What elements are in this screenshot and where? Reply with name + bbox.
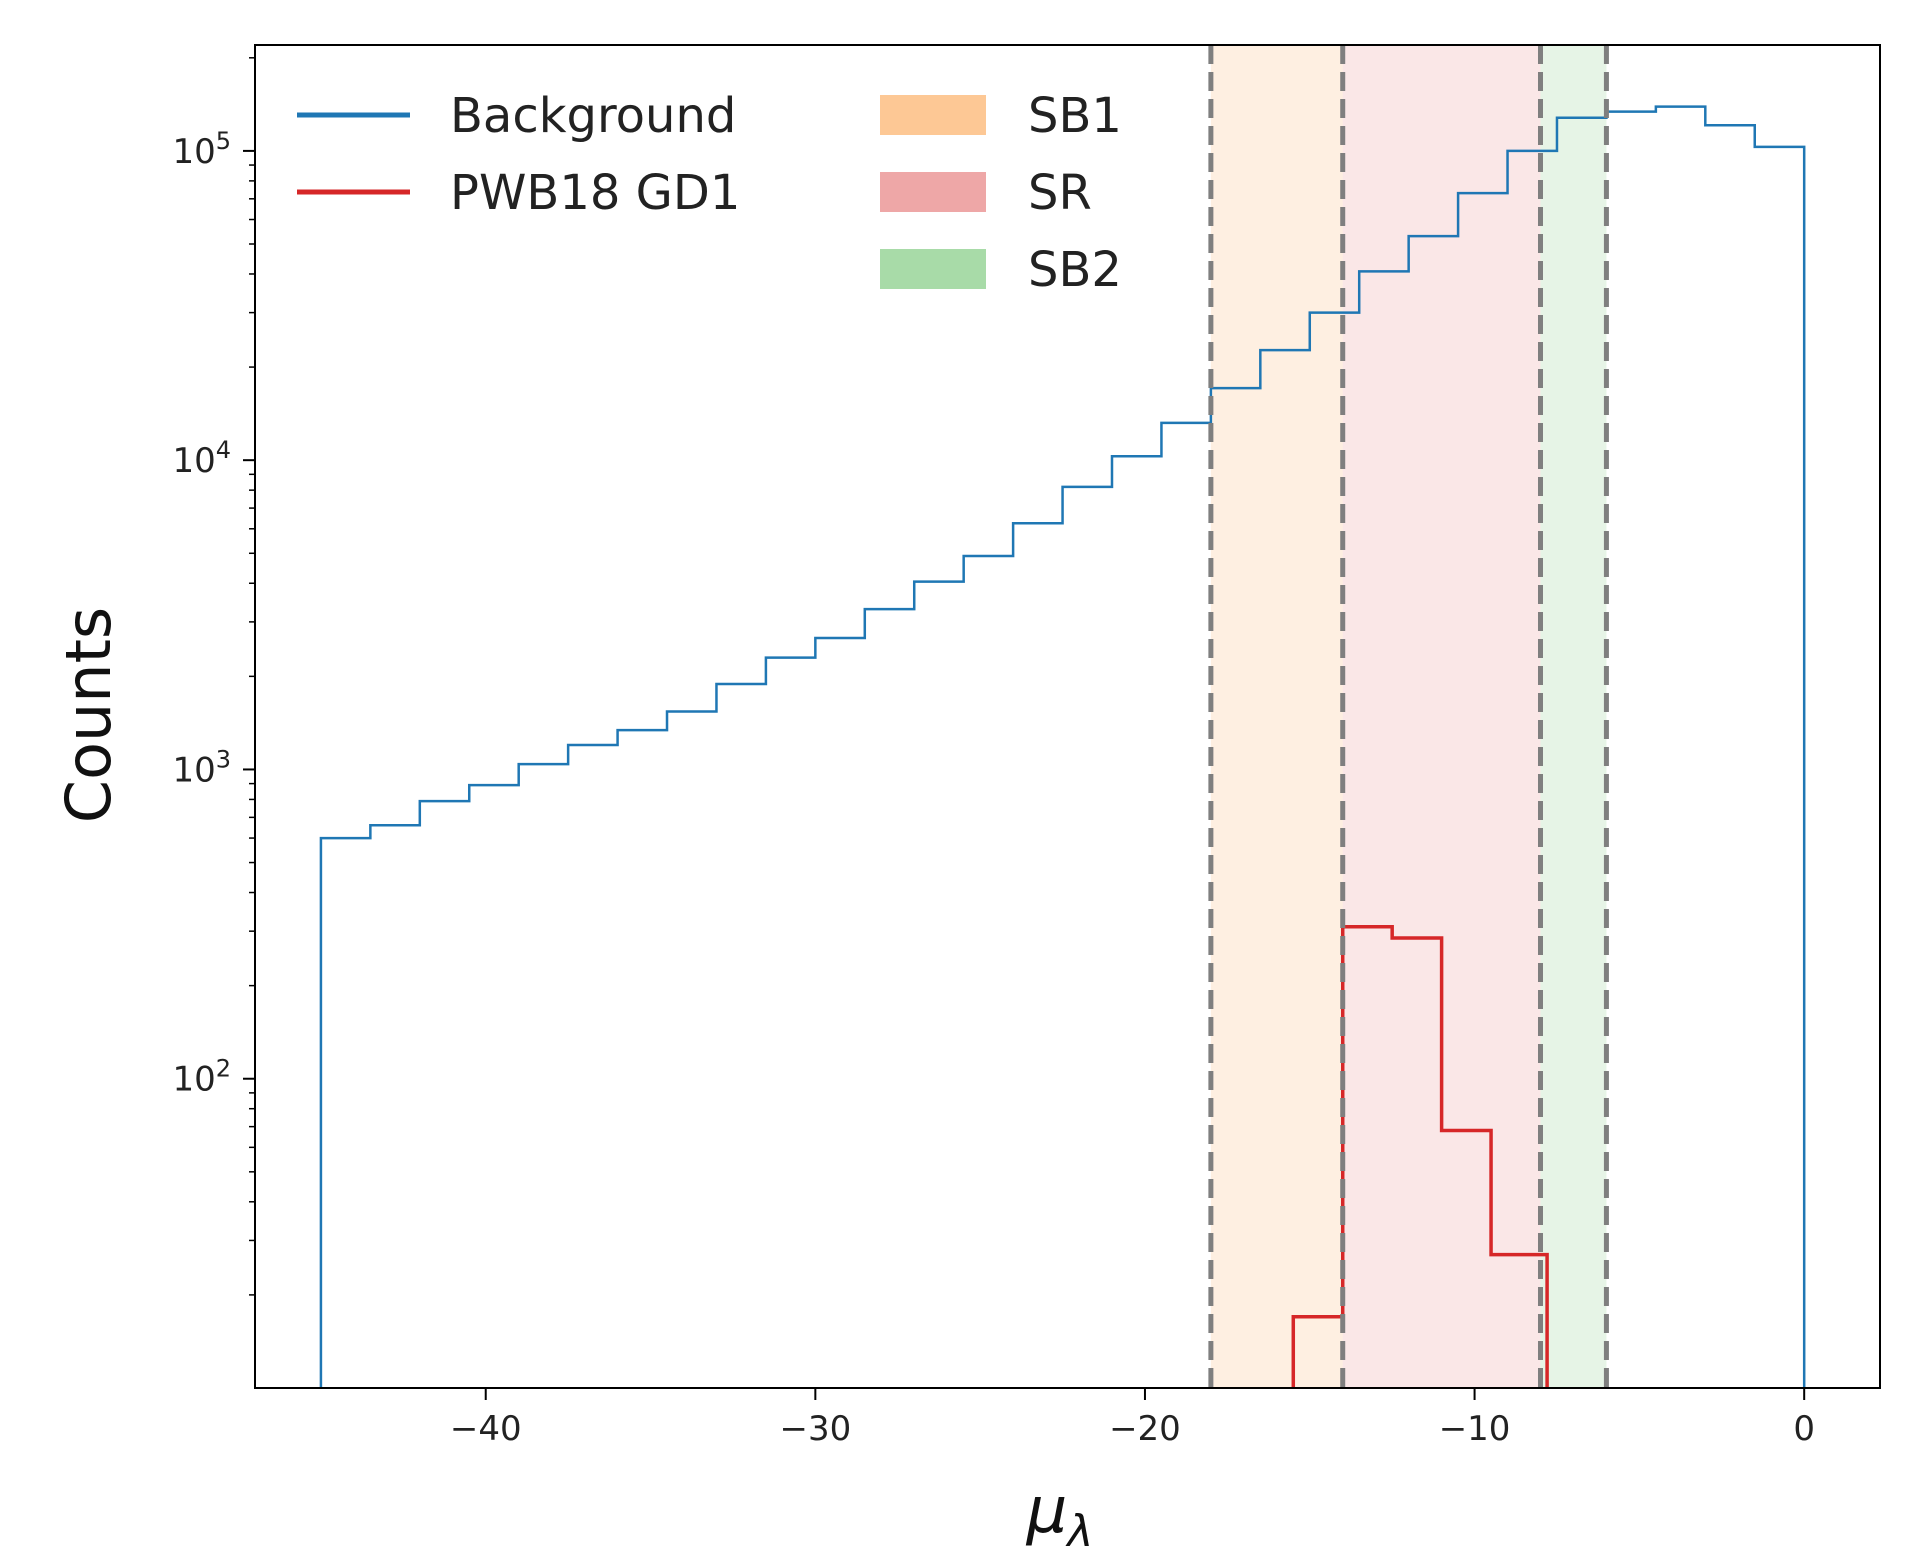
plot-frame xyxy=(254,44,1881,1389)
legend-label: SR xyxy=(1028,165,1092,221)
y-axis: 102 103 104 105 xyxy=(172,57,255,1296)
x-tick-label: −10 xyxy=(1439,1409,1511,1449)
y-tick-label: 104 xyxy=(172,436,231,481)
x-tick-label: −20 xyxy=(1109,1409,1181,1449)
x-tick-label: −30 xyxy=(779,1409,851,1449)
region-bands xyxy=(1210,45,1607,1388)
legend-label: Background xyxy=(450,88,736,144)
legend-swatch-sr xyxy=(880,172,986,212)
y-axis-label: Counts xyxy=(52,607,125,823)
x-axis-label: μλ xyxy=(1026,1474,1094,1557)
y-tick-label: 103 xyxy=(172,745,231,790)
x-axis: −40 −30 −20 −10 0 xyxy=(450,1388,1815,1449)
series-gd1-line xyxy=(1291,925,1549,1388)
legend-swatch-sb2 xyxy=(880,249,986,289)
legend-label: PWB18 GD1 xyxy=(450,165,740,221)
legend-label: SB2 xyxy=(1028,242,1122,298)
region-sr xyxy=(1342,45,1541,1388)
y-tick-label: 105 xyxy=(172,127,231,172)
region-sb2 xyxy=(1540,45,1607,1388)
legend: Background PWB18 GD1 SB1 SR SB2 xyxy=(297,88,1122,298)
series-lines xyxy=(319,105,1806,1388)
legend-swatch-sb1 xyxy=(880,95,986,135)
y-tick-label: 102 xyxy=(172,1055,231,1100)
x-tick-label: 0 xyxy=(1793,1409,1815,1449)
legend-label: SB1 xyxy=(1028,88,1122,144)
region-sb1 xyxy=(1210,45,1343,1388)
x-tick-label: −40 xyxy=(450,1409,522,1449)
series-background-line xyxy=(319,105,1806,1388)
boundary-lines xyxy=(1208,45,1609,1388)
